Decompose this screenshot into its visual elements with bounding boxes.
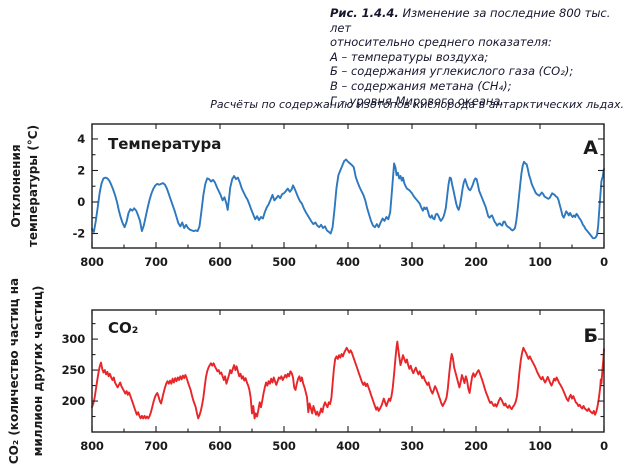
x-tick-label: 800 <box>80 439 104 453</box>
caption-intro-text: Изменение за последние 800 тыс. лет <box>330 6 611 35</box>
y-tick-label: 200 <box>62 394 86 408</box>
x-tick-label: 100 <box>528 439 552 453</box>
caption-item-b: Б – содержания углекислого газа (CO₂); <box>330 64 574 79</box>
chart-title: Температура <box>108 135 221 153</box>
y-axis-label: CO₂ (количество частиц на <box>7 278 21 464</box>
panel-label: А <box>583 137 598 159</box>
series-line-temperature <box>91 158 605 240</box>
x-tick-label: 700 <box>144 255 168 269</box>
x-tick-label: 400 <box>336 439 360 453</box>
x-tick-label: 0 <box>600 439 608 453</box>
x-tick-label: 0 <box>600 255 608 269</box>
caption-item-v: В – содержания метана (CH₄); <box>330 78 512 93</box>
y-tick-label: 0 <box>77 195 85 209</box>
caption-intro-line-1: Рис. 1.4.4. Изменение за последние 800 т… <box>330 6 628 35</box>
x-tick-label: 500 <box>272 439 296 453</box>
y-tick-label: 2 <box>77 163 85 177</box>
x-tick-label: 800 <box>80 255 104 269</box>
caption-item-a: А – температуры воздуха; <box>330 49 489 64</box>
x-tick-label: 400 <box>336 255 360 269</box>
x-tick-label: 100 <box>528 255 552 269</box>
x-tick-label: 600 <box>208 439 232 453</box>
x-tick-label: 500 <box>272 255 296 269</box>
y-axis-label: Отклонения <box>9 144 23 227</box>
x-tick-label: 600 <box>208 255 232 269</box>
x-tick-label: 200 <box>464 255 488 269</box>
chart-title: CO₂ <box>108 319 138 337</box>
x-tick-label: 300 <box>400 439 424 453</box>
y-axis-label: миллион других частиц) <box>31 286 45 457</box>
y-tick-label: 4 <box>77 132 85 146</box>
panel-label: Б <box>584 325 598 347</box>
x-tick-label: 200 <box>464 439 488 453</box>
plot-frame <box>91 309 605 433</box>
y-axis-label: температуры (°C) <box>26 125 40 247</box>
figure-caption: Рис. 1.4.4. Изменение за последние 800 т… <box>330 6 628 108</box>
series-line-co2 <box>91 340 605 420</box>
x-tick-label: 300 <box>400 255 424 269</box>
y-tick-label: 300 <box>62 332 86 346</box>
caption-item-g: Г – уровня Мирового океана. <box>330 93 505 108</box>
source-note: Расчёты по содержанию изотопов кислорода… <box>210 98 624 111</box>
y-tick-label: 250 <box>62 363 86 377</box>
figure-number: Рис. 1.4.4. <box>330 6 399 20</box>
caption-intro-line-2: относительно среднего показателя: <box>330 35 552 50</box>
x-tick-label: 700 <box>144 439 168 453</box>
y-tick-label: -2 <box>73 227 85 241</box>
